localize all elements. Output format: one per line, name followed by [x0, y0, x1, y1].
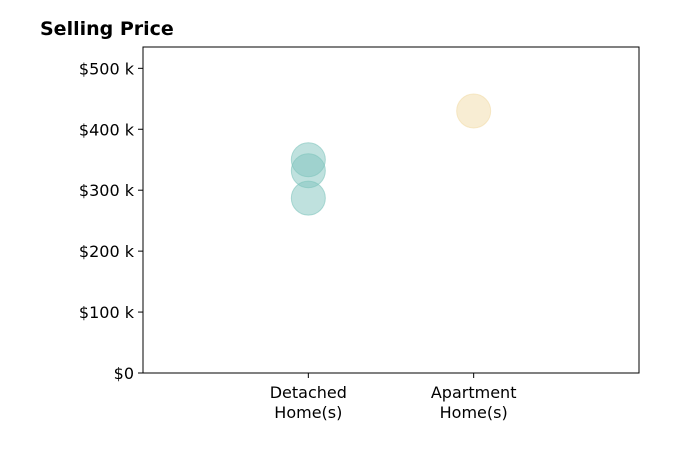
- chart-title: Selling Price: [40, 18, 174, 40]
- x-tick-label-0: Detached Home(s): [270, 383, 347, 422]
- y-tick-label-5: $500 k: [79, 59, 135, 78]
- x-axis: Detached Home(s) Apartment Home(s): [270, 373, 517, 422]
- y-tick-label-0: $0: [114, 364, 134, 383]
- x-tick-label-1: Apartment Home(s): [431, 383, 517, 422]
- points-layer: [290, 93, 492, 216]
- y-tick-label-1: $100 k: [79, 303, 135, 322]
- y-tick-label-3: $300 k: [79, 181, 135, 200]
- y-tick-label-2: $200 k: [79, 242, 135, 261]
- data-point-3: [456, 93, 492, 129]
- y-tick-label-4: $400 k: [79, 120, 135, 139]
- data-point-2: [290, 180, 326, 216]
- plot-frame: [142, 46, 640, 374]
- y-axis: $0 $100 k $200 k $300 k $400 k $500 k: [79, 59, 143, 383]
